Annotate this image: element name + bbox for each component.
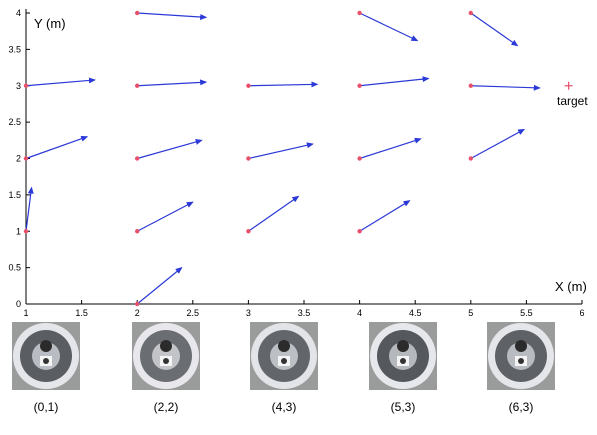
x-tick-label: 3: [246, 308, 251, 318]
vector-arrow: [136, 266, 183, 305]
omnidirectional-image: [132, 322, 200, 390]
y-tick-label: 1.5: [8, 190, 21, 200]
thumbnail-4: (6,3): [487, 322, 555, 414]
vector-arrow: [248, 81, 319, 88]
sample-point: [135, 301, 140, 307]
y-tick-label: 3: [16, 81, 21, 91]
x-tick-label: 5.5: [520, 308, 533, 318]
sample-point: [23, 156, 29, 161]
sample-point: [135, 83, 140, 88]
vector-arrow: [359, 76, 430, 87]
sample-point: [468, 156, 473, 161]
vector-arrow: [470, 12, 519, 47]
sample-point: [246, 83, 251, 88]
sample-point: [357, 83, 362, 88]
sample-point: [23, 229, 29, 234]
omnidirectional-images-row: (0,1) (2,2): [0, 322, 597, 435]
sample-point: [135, 229, 140, 234]
sample-point: [468, 10, 473, 16]
sample-point: [135, 10, 140, 16]
vector-arrow: [359, 200, 411, 232]
sample-point: [246, 156, 251, 161]
x-tick-label: 1.5: [75, 308, 88, 318]
vector-arrow: [248, 195, 300, 232]
thumbnail-caption: (0,1): [33, 400, 59, 414]
vector-arrow: [25, 186, 34, 232]
thumbnail-caption: (5,3): [390, 400, 416, 414]
x-tick-label: 2: [135, 308, 140, 318]
vector-arrow: [359, 12, 419, 42]
tick-labels: 1 1.5 2 2.5 3 3.5 4 4.5 5 5.5 6 0 0.5 1 1.5 2 2.5 3 3.5 4: [8, 8, 584, 318]
thumbnail-2: (4,3): [250, 322, 318, 414]
x-tick-label: 3.5: [298, 308, 311, 318]
vector-arrow: [25, 77, 96, 87]
y-tick-label: 2: [16, 154, 21, 164]
vector-arrow: [470, 84, 541, 91]
vector-arrows: [25, 12, 541, 305]
x-tick-label: 6: [579, 308, 584, 318]
sample-point: [246, 229, 251, 234]
y-axis-title: Y (m): [34, 16, 66, 31]
vector-arrow: [470, 128, 526, 160]
omnidirectional-image: [487, 322, 555, 390]
sample-point: [357, 156, 362, 161]
x-tick-label: 4.5: [409, 308, 422, 318]
y-tick-label: 4: [16, 8, 21, 18]
omnidirectional-image: [250, 322, 318, 390]
thumbnail-caption: (6,3): [508, 400, 534, 414]
x-tick-label: 2.5: [187, 308, 200, 318]
x-tick-label: 4: [357, 308, 362, 318]
vector-arrow: [25, 135, 89, 160]
vector-arrow: [137, 79, 208, 87]
y-tick-label: 0: [16, 299, 21, 309]
sample-point: [135, 156, 140, 161]
y-tick-label: 3.5: [8, 44, 21, 54]
x-tick-label: 5: [468, 308, 473, 318]
axes: [25, 9, 583, 305]
x-axis-title: X (m): [555, 279, 587, 294]
thumbnail-3: (5,3): [369, 322, 437, 414]
vector-arrow: [137, 12, 208, 20]
sample-point: [23, 83, 29, 88]
thumbnail-caption: (4,3): [271, 400, 297, 414]
sample-points: [23, 10, 473, 307]
y-tick-label: 1: [16, 226, 21, 236]
vector-arrow: [136, 201, 194, 232]
vector-arrow: [137, 139, 203, 160]
target-label: target: [557, 94, 588, 108]
y-tick-label: 0.5: [8, 263, 21, 273]
target-marker: [564, 81, 573, 90]
vector-arrow: [359, 137, 422, 160]
sample-point: [468, 83, 473, 88]
y-tick-label: 2.5: [8, 117, 21, 127]
omnidirectional-image: [369, 322, 437, 390]
vector-arrow: [248, 142, 314, 160]
thumbnail-1: (2,2): [132, 322, 200, 414]
x-tick-label: 1: [23, 308, 28, 318]
thumbnail-caption: (2,2): [153, 400, 179, 414]
vector-field-chart: 1 1.5 2 2.5 3 3.5 4 4.5 5 5.5 6 0 0.5 1 1.5 2 2.5 3 3.5 4 Y…: [8, 8, 588, 318]
thumbnail-0: (0,1): [12, 322, 80, 414]
sample-point: [357, 10, 362, 16]
omnidirectional-image: [12, 322, 80, 390]
sample-point: [357, 229, 362, 234]
